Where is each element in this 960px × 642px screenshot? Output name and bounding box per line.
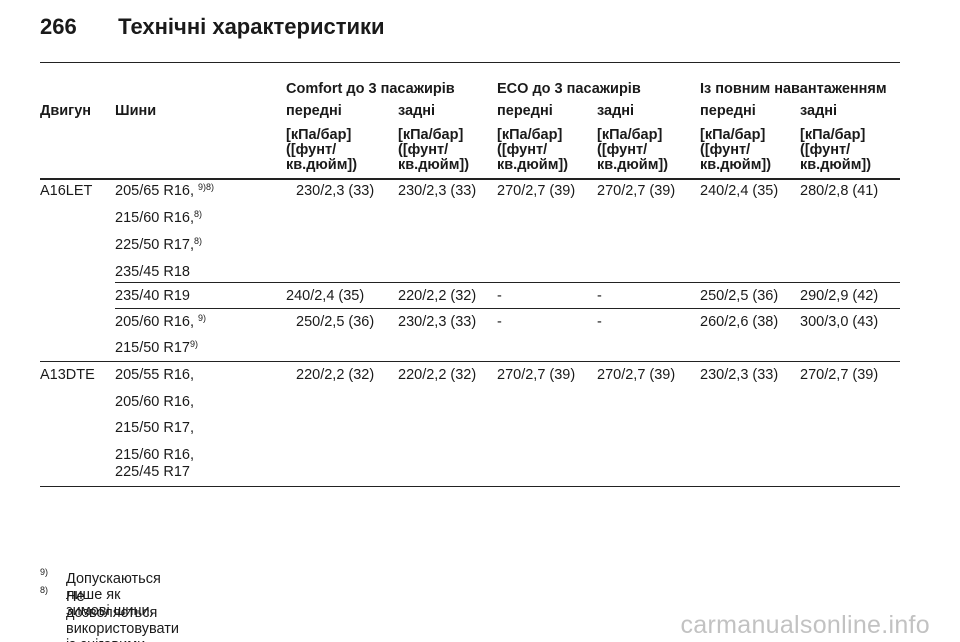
- col-header-rear: задні: [398, 103, 436, 119]
- pressure-value: 230/2,3 (33): [398, 183, 477, 199]
- tire-size: 235/40 R19: [115, 288, 190, 304]
- footnote-mark: 8): [40, 585, 49, 595]
- pressure-value: 300/3,0 (43): [800, 314, 879, 330]
- unit-label: [кПа/бар] ([фунт/кв.дюйм]): [800, 127, 872, 173]
- pressure-value: 290/2,9 (42): [800, 288, 879, 304]
- group-header-full-load: Із повним навантаженням: [700, 81, 887, 97]
- row-divider: [115, 308, 900, 309]
- pressure-value: -: [597, 288, 602, 304]
- page-title: Технічні характеристики: [118, 14, 385, 39]
- footnote-text: Не дозволяється використовувати із сніго…: [66, 589, 179, 642]
- pressure-value: 240/2,4 (35): [700, 183, 779, 199]
- watermark: carmanualsonline.info: [680, 611, 930, 639]
- unit-label: [кПа/бар] ([фунт/кв.дюйм]): [700, 127, 772, 173]
- tire-size: 215/50 R17,: [115, 420, 195, 436]
- tire-size: 205/65 R16, 9)8): [115, 182, 215, 199]
- page-number: 266: [40, 14, 77, 39]
- pressure-value: 270/2,7 (39): [497, 367, 576, 383]
- pressure-value: -: [597, 314, 602, 330]
- pressure-value: 230/2,3 (33): [296, 183, 375, 199]
- tire-size: 235/45 R18: [115, 264, 190, 280]
- tire-size: 215/60 R16,8): [115, 209, 203, 226]
- col-header-engine: Двигун: [40, 103, 92, 119]
- col-header-front: передні: [497, 103, 553, 119]
- pressure-value: 250/2,5 (36): [296, 314, 375, 330]
- footnote-text: Допускаються лише як зимові шини.: [66, 571, 161, 619]
- row-divider: [40, 361, 900, 362]
- tire-size: 205/55 R16,: [115, 367, 195, 383]
- col-header-rear: задні: [800, 103, 838, 119]
- pressure-value: 240/2,4 (35): [286, 288, 365, 304]
- col-header-rear: задні: [597, 103, 635, 119]
- pressure-value: 280/2,8 (41): [800, 183, 879, 199]
- tire-size: 225/50 R17,8): [115, 236, 203, 253]
- pressure-value: 270/2,7 (39): [497, 183, 576, 199]
- col-header-front: передні: [286, 103, 342, 119]
- group-header-comfort: Comfort до 3 пасажирів: [286, 81, 455, 97]
- footnote-mark: 9): [40, 567, 49, 577]
- pressure-value: 250/2,5 (36): [700, 288, 779, 304]
- tire-size: 215/60 R16,: [115, 447, 195, 463]
- col-header-tires: Шини: [115, 103, 157, 119]
- pressure-value: -: [497, 314, 502, 330]
- pressure-value: 230/2,3 (33): [398, 314, 477, 330]
- engine-cell: A16LET: [40, 183, 93, 199]
- page-header: 266 Технічні характеристики: [40, 14, 385, 40]
- unit-label: [кПа/бар] ([фунт/кв.дюйм]): [286, 127, 358, 173]
- pressure-value: 220/2,2 (32): [296, 367, 375, 383]
- table-bottom-rule: [40, 486, 900, 487]
- pressure-value: 260/2,6 (38): [700, 314, 779, 330]
- unit-label: [кПа/бар] ([фунт/кв.дюйм]): [398, 127, 470, 173]
- header-rule: [40, 62, 900, 63]
- pressure-value: 270/2,7 (39): [800, 367, 879, 383]
- group-header-eco: ECO до 3 пасажирів: [497, 81, 641, 97]
- unit-label: [кПа/бар] ([фунт/кв.дюйм]): [497, 127, 569, 173]
- pressure-value: 270/2,7 (39): [597, 183, 676, 199]
- pressure-value: 270/2,7 (39): [597, 367, 676, 383]
- row-divider: [115, 282, 900, 283]
- col-header-front: передні: [700, 103, 756, 119]
- tire-size: 215/50 R179): [115, 339, 198, 356]
- tire-size: 225/45 R17: [115, 464, 190, 480]
- tire-size: 205/60 R16, 9): [115, 313, 207, 330]
- pressure-value: -: [497, 288, 502, 304]
- header-bottom-rule: [40, 178, 900, 180]
- pressure-value: 220/2,2 (32): [398, 288, 477, 304]
- unit-label: [кПа/бар] ([фунт/кв.дюйм]): [597, 127, 669, 173]
- pressure-value: 230/2,3 (33): [700, 367, 779, 383]
- pressure-value: 220/2,2 (32): [398, 367, 477, 383]
- engine-cell: A13DTE: [40, 367, 95, 383]
- tire-size: 205/60 R16,: [115, 394, 195, 410]
